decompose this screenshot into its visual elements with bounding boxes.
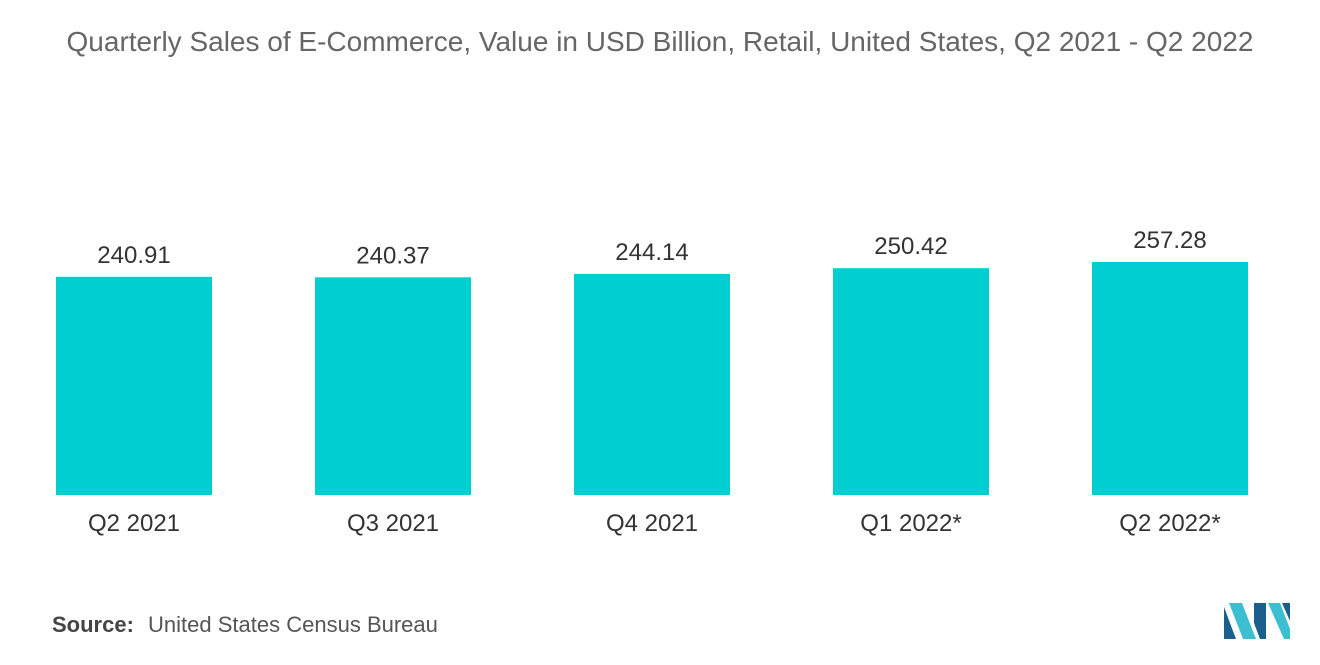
source-label: Source:: [52, 612, 134, 637]
bar-5: [1092, 262, 1248, 495]
x-tick-label-4: Q1 2022*: [860, 510, 961, 537]
data-label-4: 250.42: [874, 233, 947, 260]
data-label-5: 257.28: [1133, 227, 1206, 254]
x-tick-label-1: Q2 2021: [88, 510, 180, 537]
source-text: United States Census Bureau: [148, 612, 438, 637]
chart-title: Quarterly Sales of E-Commerce, Value in …: [66, 26, 1254, 57]
bar-2: [315, 277, 471, 495]
data-label-2: 240.37: [356, 242, 429, 269]
data-label-1: 240.91: [97, 242, 170, 269]
x-tick-label-5: Q2 2022*: [1119, 510, 1220, 537]
x-tick-label-2: Q3 2021: [347, 510, 439, 537]
data-label-3: 244.14: [615, 239, 688, 266]
source-note: Source: United States Census Bureau: [52, 612, 438, 638]
bar-1: [56, 276, 212, 495]
bar-3: [574, 273, 730, 495]
x-tick-label-3: Q4 2021: [606, 510, 698, 537]
bar-4: [833, 268, 989, 495]
mordor-intelligence-logo-icon: [1224, 603, 1290, 639]
